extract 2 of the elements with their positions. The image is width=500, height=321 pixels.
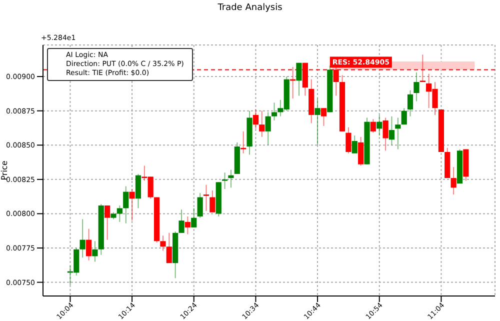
chart-title: Trade Analysis <box>216 3 284 13</box>
y-axis-title: Price <box>0 160 9 180</box>
